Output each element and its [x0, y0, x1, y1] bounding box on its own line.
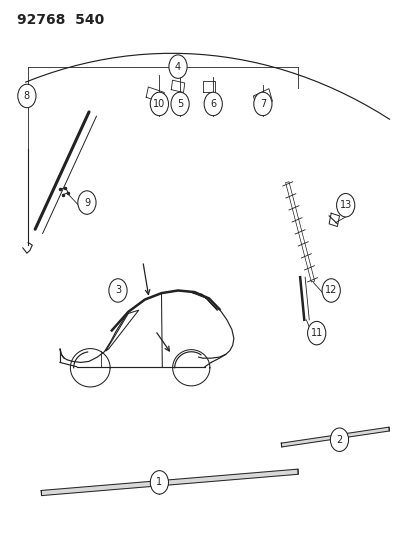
Circle shape	[321, 279, 339, 302]
Circle shape	[336, 193, 354, 217]
Text: 6: 6	[210, 99, 216, 109]
Circle shape	[204, 92, 222, 116]
Text: 3: 3	[115, 286, 121, 295]
Text: 12: 12	[324, 286, 337, 295]
Polygon shape	[281, 427, 388, 447]
Circle shape	[150, 92, 168, 116]
Circle shape	[150, 471, 168, 494]
Polygon shape	[41, 469, 297, 496]
Circle shape	[169, 55, 187, 78]
Text: 13: 13	[339, 200, 351, 210]
Text: 5: 5	[176, 99, 183, 109]
Circle shape	[78, 191, 96, 214]
Circle shape	[253, 92, 271, 116]
Circle shape	[307, 321, 325, 345]
Text: 9: 9	[84, 198, 90, 207]
Text: 1: 1	[156, 478, 162, 487]
Text: 2: 2	[335, 435, 342, 445]
Text: 7: 7	[259, 99, 266, 109]
Circle shape	[109, 279, 127, 302]
Circle shape	[171, 92, 189, 116]
Circle shape	[18, 84, 36, 108]
Circle shape	[330, 428, 348, 451]
Text: 8: 8	[24, 91, 30, 101]
Text: 92768  540: 92768 540	[17, 13, 104, 27]
Text: 11: 11	[310, 328, 322, 338]
Text: 4: 4	[175, 62, 180, 71]
Text: 10: 10	[153, 99, 165, 109]
